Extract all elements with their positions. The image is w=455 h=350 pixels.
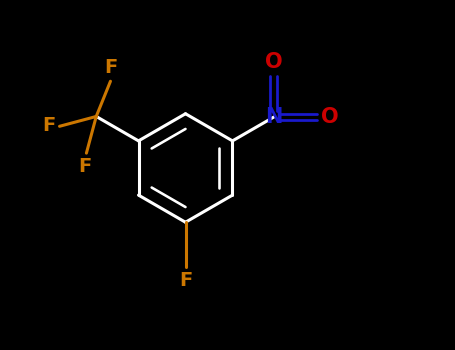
Text: F: F xyxy=(179,271,192,290)
Text: N: N xyxy=(265,107,283,127)
Text: O: O xyxy=(265,52,283,72)
Text: F: F xyxy=(105,58,118,77)
Text: O: O xyxy=(321,107,339,127)
Text: F: F xyxy=(42,116,56,135)
Text: F: F xyxy=(78,158,91,176)
